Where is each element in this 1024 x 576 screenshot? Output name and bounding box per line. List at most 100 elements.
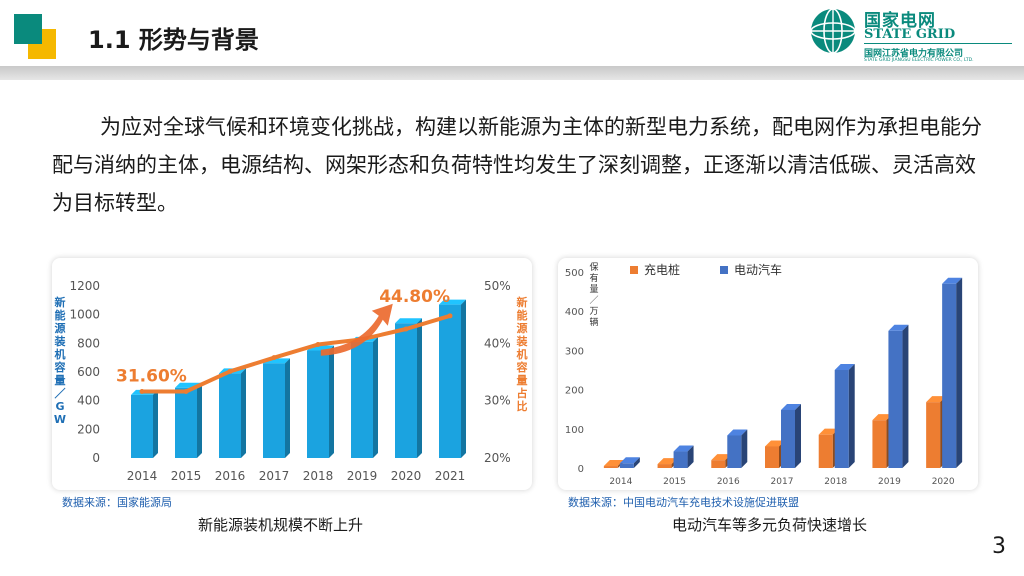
right-x-tick-label: 2015 (663, 477, 686, 487)
charger-bar-top (603, 460, 624, 467)
capacity-bar (395, 323, 417, 458)
capacity-bar (263, 363, 285, 458)
right-x-tick-label: 2019 (878, 477, 901, 487)
capacity-bar-side (241, 368, 246, 458)
ev-bar (942, 283, 957, 468)
capacity-bar-top (439, 299, 466, 305)
left-y-axis-title-char: 装 (54, 334, 66, 348)
right-y-axis-title-char: 万 (589, 307, 598, 317)
capacity-bar-top (395, 318, 422, 324)
right-y-tick-label: 0 (578, 464, 584, 475)
ev-bar-side (795, 403, 801, 468)
header-divider (0, 66, 1024, 80)
capacity-bar-side (461, 299, 466, 458)
charger-bar-top (711, 454, 732, 461)
capacity-bar (351, 341, 373, 458)
left-chart-panel: 0 200 400 600 800 1000 1200 20% 30% 40% 50% 2014 201… (52, 258, 532, 490)
left-x-tick-label: 2014 (127, 469, 158, 483)
ev-bar (619, 463, 634, 468)
charger-bar (765, 446, 779, 468)
right-x-tick-label: 2014 (609, 477, 632, 487)
left-caption: 新能源装机规模不断上升 (198, 516, 364, 534)
left-y-tick-label: 800 (77, 336, 100, 350)
capacity-bar (131, 394, 153, 458)
left-y2-axis-title-char: 机 (517, 347, 528, 361)
logo-company-en: STATE GRID JIANGSU ELECTRIC POWER CO., L… (864, 58, 974, 63)
capacity-bar-side (153, 389, 158, 458)
right-caption: 电动汽车等多元负荷快速增长 (672, 516, 868, 534)
capacity-bar-side (417, 318, 422, 458)
capacity-bar-side (373, 336, 378, 458)
capacity-share-point (139, 388, 145, 394)
charger-bar (872, 420, 887, 468)
left-x-tick-label: 2017 (259, 469, 290, 483)
right-y-axis-title-char: 有 (589, 272, 598, 284)
left-y2-axis-title-char: 新 (517, 295, 528, 309)
left-x-tick-label: 2018 (303, 469, 334, 483)
right-y-tick-label: 500 (565, 268, 584, 279)
ev-growth-chart: 0 100 200 300 400 500 保有量／万辆 充电桩 电动汽车 2014 2015 201… (565, 261, 963, 487)
ev-bar-side (848, 364, 855, 468)
charger-bar (603, 466, 618, 468)
ev-bar-top (619, 457, 640, 464)
left-x-tick-label: 2016 (215, 469, 246, 483)
capacity-share-line (142, 313, 451, 394)
legend-label: 充电桩 (644, 262, 680, 277)
left-y2-tick-label: 50% (484, 279, 511, 293)
left-y-axis-title-char: 机 (55, 347, 66, 361)
left-x-tick-label: 2019 (347, 469, 378, 483)
globe-icon (810, 8, 856, 54)
left-y-axis-title-char: 源 (55, 321, 66, 335)
capacity-chart: 0 200 400 600 800 1000 1200 20% 30% 40% 50% 2014 201… (54, 279, 528, 483)
left-y2-axis-title-char: 容 (516, 360, 528, 374)
ev-bar (781, 409, 795, 468)
ev-bar-top (673, 445, 694, 452)
ev-bar (888, 330, 903, 468)
left-y2-tick-label: 20% (484, 451, 511, 465)
ev-bar-side (741, 429, 748, 468)
capacity-bar (219, 373, 241, 458)
ev-bar (834, 370, 849, 468)
left-y2-axis-title-char: 源 (517, 321, 528, 335)
left-y-axis-title-char: 容 (54, 360, 66, 374)
right-y-tick-label: 300 (565, 346, 584, 357)
capacity-share-point (183, 388, 189, 394)
page-title: 1.1 形势与背景 (88, 26, 259, 54)
capacity-bar (307, 350, 329, 458)
charger-bar-top (657, 458, 678, 465)
ev-bar-top (781, 403, 801, 410)
right-x-tick-label: 2020 (932, 477, 955, 487)
logo-divider (864, 43, 1012, 44)
right-y-axis-title-char: ／ (589, 295, 598, 306)
right-chart-panel: 0 100 200 300 400 500 保有量／万辆 充电桩 电动汽车 2014 2015 201… (558, 258, 978, 490)
right-y-axis-title-char: 辆 (589, 316, 598, 328)
left-y2-axis-title-char: 能 (517, 308, 528, 322)
logo-company-cn: 国网江苏省电力有限公司 (864, 49, 964, 59)
right-x-tick-label: 2018 (824, 477, 847, 487)
charger-bar-top (872, 414, 893, 421)
capacity-bar (439, 304, 461, 458)
ev-bar-top (834, 364, 855, 370)
logo-name-cn: 国家电网 (864, 11, 936, 31)
body-paragraph: 为应对全球气候和环境变化挑战，构建以新能源为主体的新型电力系统，配电网作为承担电… (52, 115, 982, 215)
charger-bar-top (765, 440, 785, 447)
ev-bar-top (727, 429, 748, 436)
page-number: 3 (992, 534, 1006, 559)
left-y-axis-title-char: W (54, 413, 66, 426)
charger-bar (818, 434, 833, 468)
left-y2-tick-label: 30% (484, 394, 511, 408)
right-y-tick-label: 200 (565, 386, 584, 397)
capacity-share-point (447, 313, 453, 319)
left-y-axis-title-char: 量 (55, 374, 66, 387)
capacity-share-point (227, 368, 233, 374)
capacity-share-point (403, 326, 409, 332)
legend-swatch (630, 266, 638, 274)
right-source-note: 数据来源：中国电动汽车充电技术设施促进联盟 (568, 496, 799, 509)
left-y-axis-title-char: 新 (55, 295, 66, 309)
left-y2-axis-title-char: 占 (517, 386, 528, 400)
left-y2-axis-title-char: 比 (517, 399, 528, 413)
left-y2-axis-title-char: 装 (516, 334, 528, 348)
left-x-tick-label: 2021 (435, 469, 466, 483)
ev-bar-side (956, 277, 963, 468)
